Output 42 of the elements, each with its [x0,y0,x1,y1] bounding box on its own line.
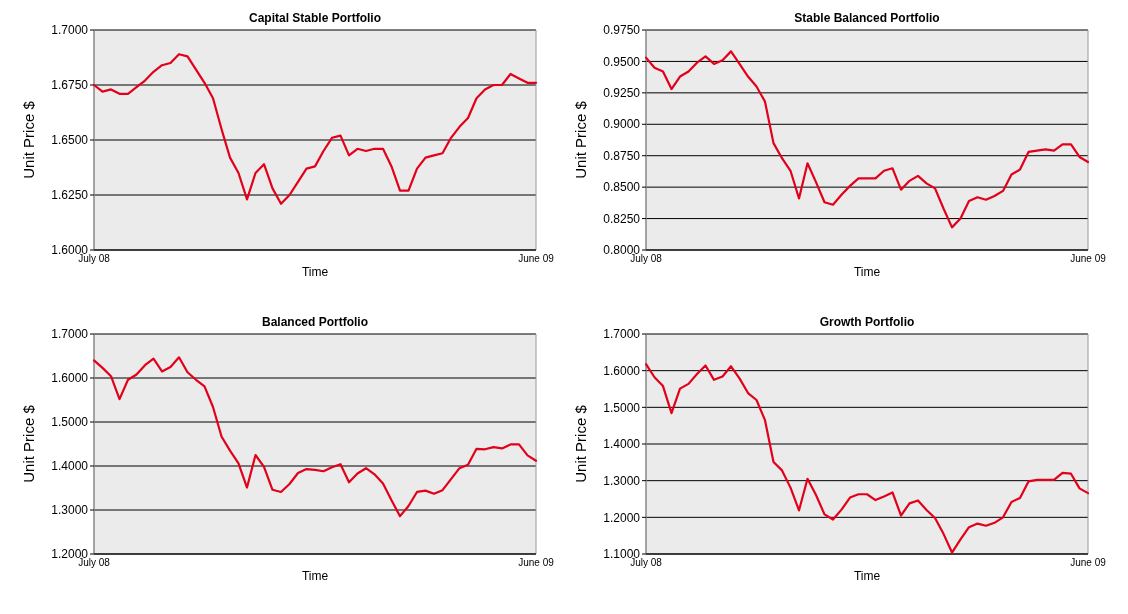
chart-title: Capital Stable Portfolio [248,11,382,25]
y-tick-label: 1.2000 [603,510,641,525]
chart-title: Growth Portfolio [819,315,915,329]
y-tick-label: 1.6000 [51,371,89,386]
y-tick-label: 0.9750 [603,23,641,38]
y-tick-label: 1.4000 [51,459,89,474]
x-tick-label: June 09 [518,557,555,568]
y-tick-label: 0.8500 [603,180,641,195]
chart-title: Balanced Portfolio [261,315,369,329]
x-tick-label: June 09 [1070,253,1107,264]
x-axis-title: Time [301,265,329,279]
y-tick-label: 1.6250 [51,188,89,203]
y-tick-label: 1.6000 [603,363,641,378]
y-axis-title: Unit Price $ [572,404,589,483]
y-tick-label: 1.7000 [603,327,641,342]
y-axis-title: Unit Price $ [20,404,37,483]
y-tick-label: 0.8250 [603,211,641,226]
y-axis-title: Unit Price $ [20,100,37,179]
y-tick-label: 0.9000 [603,117,641,132]
y-tick-label: 1.7000 [51,327,89,342]
x-tick-label: June 09 [1070,557,1107,568]
x-axis-title: Time [853,265,881,279]
line-series [92,53,538,205]
line-series [92,356,538,518]
y-tick-label: 1.3000 [51,503,89,518]
x-tick-label: June 09 [518,253,555,264]
x-axis-title: Time [853,569,881,583]
line-series [644,50,1090,229]
y-tick-label: 1.6500 [51,133,89,148]
line-series [644,362,1090,554]
y-tick-label: 0.8750 [603,148,641,163]
y-tick-label: 1.5000 [603,400,641,415]
y-tick-label: 1.3000 [603,473,641,488]
y-tick-label: 1.4000 [603,437,641,452]
y-tick-label: 0.9250 [603,86,641,101]
y-tick-label: 0.9500 [603,54,641,69]
chart-title: Stable Balanced Portfolio [794,11,940,25]
x-axis-title: Time [301,569,329,583]
y-tick-label: 1.7000 [51,23,89,38]
y-tick-label: 1.5000 [51,415,89,430]
y-axis-title: Unit Price $ [572,100,589,179]
y-tick-label: 1.6750 [51,78,89,93]
